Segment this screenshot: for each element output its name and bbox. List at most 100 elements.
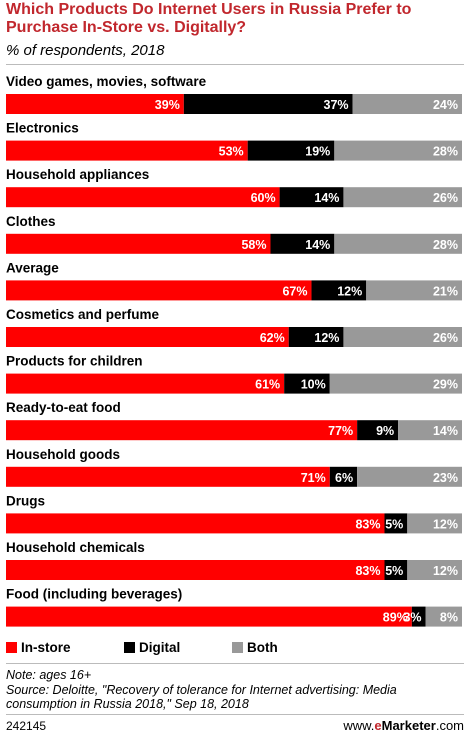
bar-segment-both: [334, 140, 462, 161]
bar-segment-in-store: [6, 327, 289, 347]
bar-segment-in-store: [6, 280, 312, 301]
category-label: Electronics: [6, 121, 79, 136]
value-label: 12%: [433, 564, 458, 578]
brand-e: e: [374, 718, 382, 733]
bar-segment-both: [357, 466, 462, 487]
brand-prefix: www.: [343, 718, 375, 733]
bar-segment-in-store: [6, 513, 385, 534]
value-label: 23%: [433, 471, 458, 485]
legend-swatch-digital: [124, 642, 135, 653]
stacked-bar-chart: Video games, movies, software 39% 37% 24% El…: [6, 74, 462, 627]
notes: Note: ages 16+ Source: Deloitte, "Recove…: [6, 668, 466, 712]
value-label: 26%: [433, 331, 458, 345]
chart-subtitle: % of respondents, 2018: [6, 42, 165, 59]
bar-segment-digital: [279, 187, 344, 208]
bar-segment-both: [334, 233, 462, 254]
bar-segment-both: [425, 606, 462, 627]
bar-segment-digital: [183, 94, 353, 114]
value-label: 26%: [433, 191, 458, 205]
legend-label-digital: Digital: [139, 640, 181, 655]
top-divider: [6, 64, 464, 65]
bar-segment-in-store: [6, 233, 271, 254]
bar-segment-in-store: [6, 420, 358, 441]
bar-segment-both: [352, 94, 462, 114]
bar-segment-in-store: [6, 140, 248, 161]
bar-segment-digital: [288, 327, 344, 347]
bar-segment-both: [343, 187, 462, 208]
bar-segment-digital: [329, 466, 358, 487]
value-label: 14%: [433, 424, 458, 438]
bar-segment-both: [407, 560, 462, 580]
footer-divider: [6, 714, 464, 715]
note-text: Note: ages 16+: [6, 668, 92, 682]
bar-segment-in-store: [6, 187, 280, 208]
value-label: 89%: [383, 611, 408, 625]
bar-segment-digital: [311, 280, 367, 301]
value-label: 60%: [251, 191, 276, 205]
brand-name: Marketer: [381, 718, 436, 733]
bar-segment-in-store: [6, 606, 412, 627]
bar-segment-both: [329, 373, 462, 394]
category-label: Average: [6, 260, 59, 275]
category-label: Ready-to-eat food: [6, 400, 121, 415]
value-label: 5%: [385, 564, 403, 578]
chart-title: Which Products Do Internet Users in Russ…: [6, 1, 412, 36]
value-label: 29%: [433, 378, 458, 392]
category-label: Food (including beverages): [6, 587, 182, 602]
bar-segment-both: [407, 513, 462, 534]
value-label: 83%: [355, 517, 380, 531]
bar-segment-both: [343, 327, 462, 347]
value-label: 24%: [433, 98, 458, 112]
value-label: 5%: [385, 517, 403, 531]
value-label: 53%: [219, 145, 244, 159]
bar-segment-digital: [247, 140, 335, 161]
bar-segment-digital: [384, 513, 408, 534]
value-label: 10%: [301, 378, 326, 392]
legend-item-both: Both: [232, 640, 278, 655]
value-label: 83%: [355, 564, 380, 578]
value-label: 21%: [433, 284, 458, 298]
category-label: Cosmetics and perfume: [6, 307, 160, 322]
value-label: 12%: [433, 517, 458, 531]
chart-id: 242145: [6, 719, 47, 733]
legend-item-digital: Digital: [124, 640, 180, 655]
value-label: 8%: [440, 611, 458, 625]
value-label: 62%: [260, 331, 285, 345]
value-label: 37%: [324, 98, 349, 112]
value-label: 28%: [433, 145, 458, 159]
bar-segment-in-store: [6, 94, 184, 114]
category-label: Products for children: [6, 354, 143, 369]
bar-segment-both: [366, 280, 462, 301]
bar-segment-in-store: [6, 560, 385, 580]
bar-segment-digital: [284, 373, 330, 394]
bar-segment-digital: [384, 560, 408, 580]
value-label: 61%: [255, 378, 280, 392]
value-label: 3%: [403, 611, 421, 625]
value-label: 71%: [301, 471, 326, 485]
bar-segment-in-store: [6, 466, 330, 487]
category-label: Video games, movies, software: [6, 74, 207, 89]
bar-segment-in-store: [6, 373, 285, 394]
value-label: 19%: [305, 145, 330, 159]
value-label: 14%: [314, 191, 339, 205]
brand-logo[interactable]: www.eMarketer.com: [343, 718, 464, 733]
brand-suffix: .com: [435, 718, 464, 733]
value-label: 58%: [241, 238, 266, 252]
legend-swatch-in-store: [6, 642, 17, 653]
value-label: 12%: [314, 331, 339, 345]
legend-label-in-store: In-store: [21, 640, 71, 655]
bar-segment-digital: [411, 606, 426, 627]
bar-segment-digital: [357, 420, 399, 441]
bottom-divider: [6, 663, 464, 664]
value-label: 14%: [305, 238, 330, 252]
value-label: 39%: [155, 98, 180, 112]
category-label: Drugs: [6, 493, 45, 508]
legend-item-in-store: In-store: [6, 640, 71, 655]
value-label: 12%: [337, 284, 362, 298]
category-label: Household chemicals: [6, 540, 145, 555]
value-label: 6%: [335, 471, 353, 485]
legend-swatch-both: [232, 642, 243, 653]
bar-segment-digital: [270, 233, 335, 254]
category-label: Clothes: [6, 214, 56, 229]
value-label: 28%: [433, 238, 458, 252]
